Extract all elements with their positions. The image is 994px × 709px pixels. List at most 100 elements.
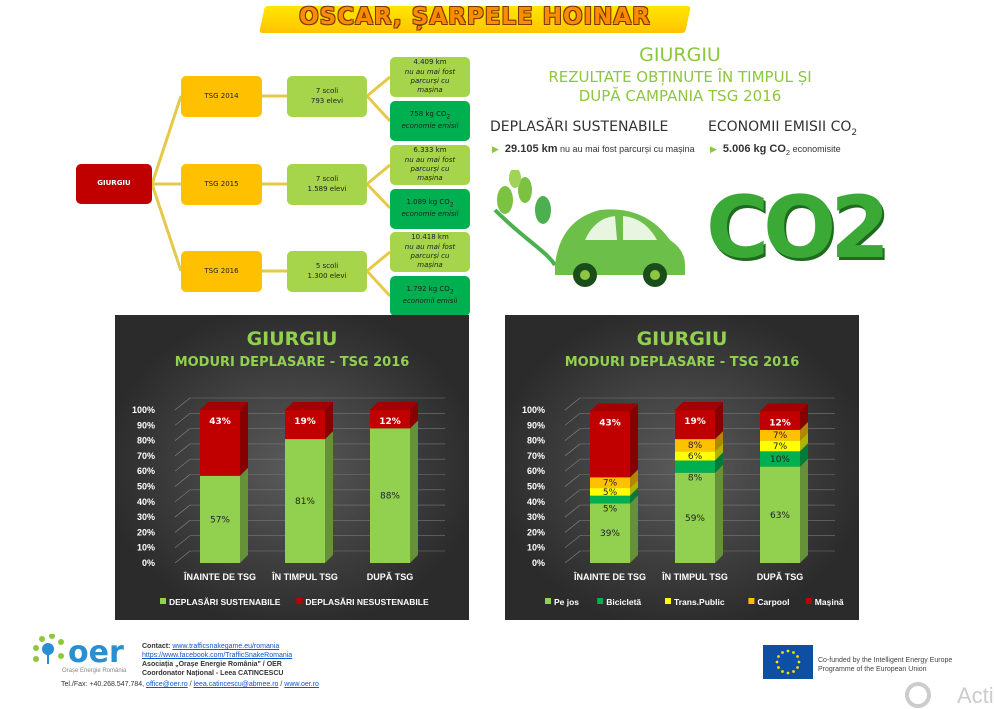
y-tick-label: 90% (137, 420, 155, 430)
web-link[interactable]: www.oer.ro (284, 681, 319, 688)
gridline (174, 489, 191, 503)
year-label: TSG 2014 (204, 91, 239, 100)
data-label: 43% (209, 417, 231, 427)
bar-side (800, 421, 808, 441)
sust-text: nu au mai fost parcurși cu mașina (560, 144, 695, 154)
legend-swatch (748, 598, 755, 604)
oer-logo: oer (33, 634, 124, 670)
year-box: TSG 2014 (181, 76, 262, 117)
bullet-icon: ▶ (710, 144, 717, 154)
eu-text: Co-funded by the Intelligent Energy Euro… (818, 656, 952, 674)
pupils: 1.300 elevi (307, 271, 347, 280)
gridline (564, 550, 581, 564)
y-tick-label: 20% (527, 527, 545, 537)
legend-label: Pe jos (554, 597, 579, 607)
bar-segment (370, 428, 410, 563)
data-label: 7% (603, 479, 618, 489)
y-tick-label: 60% (527, 466, 545, 476)
eco-car-illustration (493, 170, 685, 287)
chart-svg: GIURGIU MODURI DEPLASARE - TSG 2016 0% 10% 2… (522, 328, 844, 607)
bar-segment (200, 410, 240, 476)
bar-side (800, 403, 808, 430)
km-note: nu au mai fost parcurși cu mașina (404, 242, 456, 270)
data-label: 59% (685, 514, 705, 524)
email-link[interactable]: office@oer.ro (146, 681, 188, 688)
co2-note: economii emisii (402, 297, 458, 306)
diagram-connectors (150, 75, 392, 298)
km: 4.409 km (413, 58, 447, 67)
pupils: 1.589 elevi (307, 184, 347, 193)
co2-box: 758 kg CO2 economie emisii (390, 101, 470, 141)
chart-subtitle: MODURI DEPLASARE - TSG 2016 (175, 355, 410, 370)
y-tick-label: 40% (137, 497, 155, 507)
pupils: 793 elevi (310, 96, 344, 105)
sust-title: DEPLASĂRI SUSTENABILE (490, 119, 669, 135)
bar-side (630, 469, 638, 489)
schools: 7 scoli (315, 87, 339, 96)
bar-segment (590, 488, 630, 496)
bar-top (285, 402, 333, 410)
root-label: GIURGIU (97, 179, 131, 188)
co2: 1.792 kg CO2 (406, 285, 453, 297)
gridline (564, 397, 581, 411)
contact-link[interactable]: www.trafficsnakegame.eu/romania (172, 643, 280, 650)
gridline (174, 458, 191, 472)
bar-segment (760, 429, 800, 441)
gridline (564, 413, 581, 426)
footer-tel: Tel./Fax: +40.268.547.784, office@oer.ro… (61, 681, 319, 688)
gridline (564, 458, 581, 472)
co2-note: economie emisii (401, 210, 459, 219)
legend-label: DEPLASĂRI NESUSTENABILE (305, 597, 429, 607)
co2-note: economie emisii (401, 122, 459, 131)
data-label: 7% (773, 431, 788, 441)
sub: 2 (449, 289, 454, 296)
chart-subtitle: MODURI DEPLASARE - TSG 2016 (565, 355, 800, 370)
bar-side (630, 495, 638, 563)
gridline (174, 535, 191, 548)
eu-text-2: Programme of the European Union (818, 666, 927, 673)
data-label: 12% (379, 417, 401, 427)
gridline (174, 428, 191, 441)
sust-bullet: ▶ 29.105 km nu au mai fost parcurși cu ma… (492, 143, 695, 155)
bar-segment (675, 472, 715, 563)
co2-graphic-text: CO2 (706, 178, 890, 278)
data-label: 63% (770, 511, 790, 521)
bar-side (630, 487, 638, 504)
watermark-icon (905, 682, 931, 708)
bar-side (630, 403, 638, 478)
data-label: 19% (684, 417, 706, 427)
bar-segment (760, 466, 800, 563)
x-tick-label: DUPĂ TSG (757, 572, 804, 582)
data-label: 7% (773, 442, 788, 452)
data-label: 19% (294, 417, 316, 427)
bar-side (715, 402, 723, 440)
schools-box: 7 scoli 1.589 elevi (287, 164, 367, 205)
gridline (174, 520, 191, 533)
facebook-link[interactable]: https://www.facebook.com/TrafficSnakeRom… (142, 652, 293, 659)
bar-segment (200, 475, 240, 563)
bar-segment (760, 440, 800, 452)
assoc-text: Asociația „Orașe Energie România" / OER (142, 661, 282, 668)
results-line1: REZULTATE OBȚINUTE ÎN TIMPUL ȘI (548, 68, 812, 86)
gridline (564, 489, 581, 503)
eu-flag-icon (763, 645, 813, 679)
bar-side (240, 402, 248, 476)
x-tick-label: ÎNAINTE DE TSG (573, 571, 646, 582)
legend-label: Carpool (757, 597, 789, 607)
bar-segment (675, 451, 715, 461)
co2-bullet: ▶ 5.006 kg CO2 economisite (710, 143, 841, 157)
email-link-2[interactable]: leea.catincescu@abmee.ro (193, 681, 279, 688)
km: 10.418 km (411, 233, 449, 242)
bar-side (410, 420, 418, 563)
x-tick-label: ÎN TIMPUL TSG (271, 571, 338, 582)
gridline (174, 474, 191, 487)
x-tick-label: ÎN TIMPUL TSG (661, 571, 728, 582)
gridline (174, 443, 191, 457)
watermark-text: Activ (957, 683, 994, 708)
data-label: 81% (295, 497, 315, 507)
co2-title: ECONOMII EMISII CO2 (708, 119, 857, 138)
contact-label: Contact: (142, 643, 171, 650)
y-tick-label: 80% (527, 436, 545, 446)
logo-text: oer (68, 635, 124, 670)
sub: 2 (449, 202, 454, 209)
